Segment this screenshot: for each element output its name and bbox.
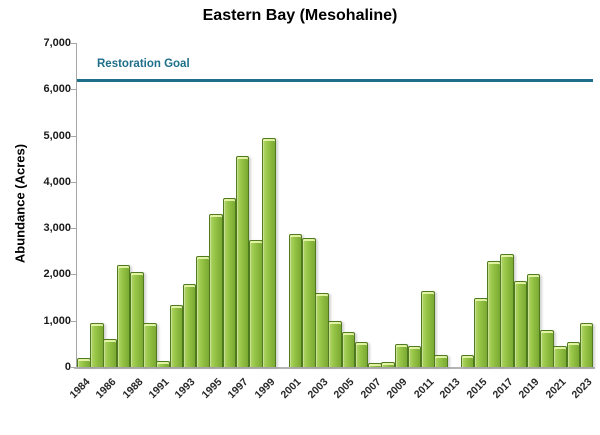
bar-1993 xyxy=(182,283,197,367)
x-axis-line xyxy=(74,367,595,369)
y-axis-tick-2000 xyxy=(71,274,76,276)
y-axis-tick-3000 xyxy=(71,228,76,230)
bar-1992 xyxy=(169,304,184,367)
bar-2006 xyxy=(354,341,369,367)
y-axis-line xyxy=(76,43,77,368)
y-axis-tick-5000 xyxy=(71,135,76,137)
y-axis-tick-7000 xyxy=(71,43,76,44)
y-axis-label-3000: 3,000 xyxy=(43,222,71,235)
bar-1994 xyxy=(196,255,210,367)
bar-2005 xyxy=(341,332,356,367)
bar-2016 xyxy=(487,260,501,367)
y-axis-tick-6000 xyxy=(71,89,76,91)
bar-1986 xyxy=(103,339,118,367)
bar-1985 xyxy=(90,323,104,367)
bar-1988 xyxy=(129,272,144,367)
bar-1996 xyxy=(222,198,237,367)
bar-2004 xyxy=(328,320,342,367)
bar-2003 xyxy=(315,292,329,367)
bar-2007 xyxy=(368,363,382,367)
chart-title: Eastern Bay (Mesohaline) xyxy=(202,7,398,24)
y-axis-tick-1000 xyxy=(71,320,76,322)
y-axis-label-6000: 6,000 xyxy=(43,83,71,96)
bar-2001 xyxy=(288,233,303,367)
restoration-goal-label: Restoration Goal xyxy=(97,58,190,71)
bar-1999 xyxy=(262,137,276,367)
bar-2017 xyxy=(500,253,514,367)
bar-2022 xyxy=(566,341,581,367)
bar-2020 xyxy=(540,329,554,367)
bar-2023 xyxy=(579,323,594,367)
bar-1997 xyxy=(235,156,250,367)
bar-2002 xyxy=(301,238,316,367)
bar-1987 xyxy=(116,265,131,367)
y-axis-tick-0 xyxy=(71,367,76,368)
bar-1989 xyxy=(143,323,157,367)
y-axis-label-2000: 2,000 xyxy=(43,268,71,281)
y-axis-tick-4000 xyxy=(71,181,76,183)
bar-1984 xyxy=(77,357,91,367)
bar-2012 xyxy=(434,355,448,367)
bar-2015 xyxy=(473,297,488,367)
y-axis-label-5000: 5,000 xyxy=(43,129,71,142)
bar-1991 xyxy=(156,360,170,367)
restoration-goal-line xyxy=(77,79,593,83)
bar-2014 xyxy=(460,355,475,367)
bar-2008 xyxy=(381,362,395,367)
bar-2019 xyxy=(526,274,541,367)
bar-2011 xyxy=(421,290,435,367)
y-axis-label-1000: 1,000 xyxy=(43,314,71,327)
bar-1995 xyxy=(209,214,223,367)
bar-2021 xyxy=(553,346,567,367)
y-axis-label-7000: 7,000 xyxy=(43,37,71,49)
bar-2009 xyxy=(394,343,409,367)
bar-1998 xyxy=(249,239,263,367)
bar-2018 xyxy=(513,281,528,367)
y-axis-label-4000: 4,000 xyxy=(43,175,71,188)
y-axis-label-0: 0 xyxy=(64,361,71,373)
plot-area: Restoration Goal 0 1,000 2,000 3,000 4,000 5,… xyxy=(43,38,595,401)
y-axis-title: Abundance (Acres) xyxy=(12,143,28,264)
bar-2010 xyxy=(407,346,422,367)
